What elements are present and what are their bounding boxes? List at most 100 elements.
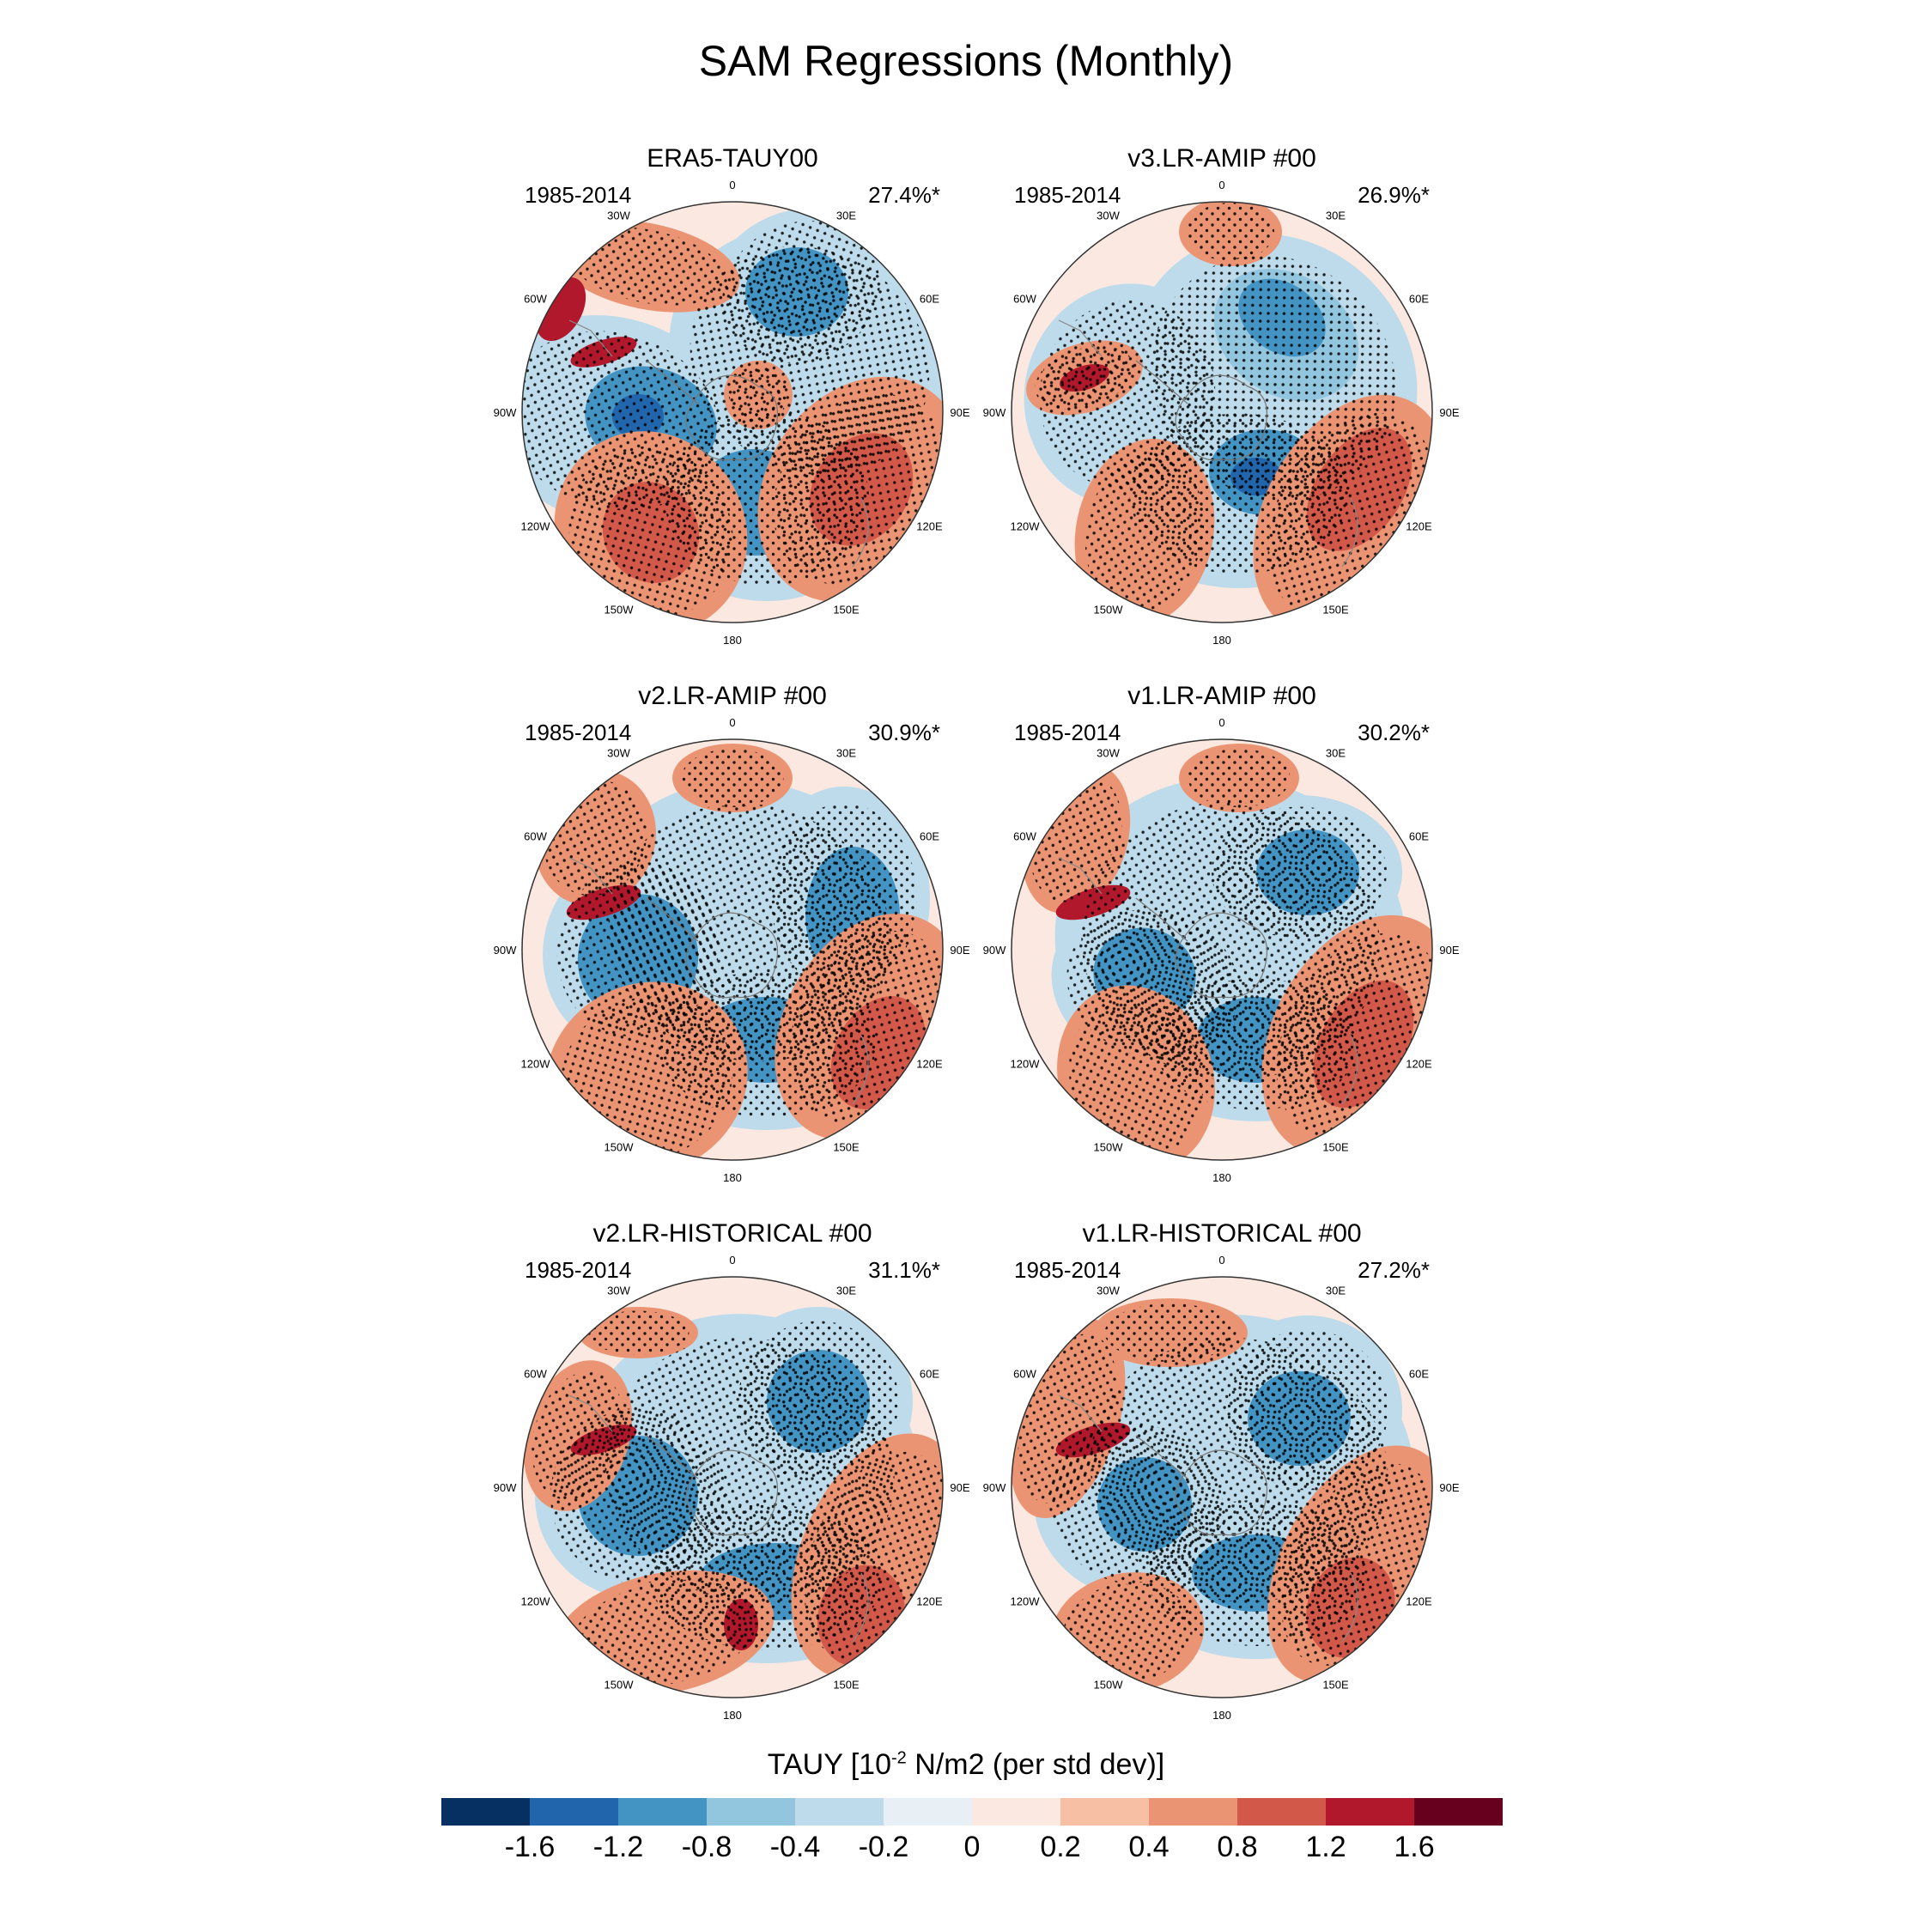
- panel-period: 1985-2014: [1014, 182, 1121, 208]
- australia-coastline: [852, 1572, 869, 1643]
- antarctica-coastline: [685, 912, 779, 999]
- colorbar-tick-label: 0.4: [1128, 1831, 1170, 1863]
- longitude-label: 60W: [524, 1368, 547, 1381]
- significance-stippling: [681, 749, 784, 807]
- longitude-label: 90E: [950, 944, 969, 957]
- map-panel-era5: ERA5-TAUY00 1985-2014 27.4%* 0 30E 60E 90E 120E…: [475, 144, 990, 677]
- antarctica-coastline: [685, 1449, 779, 1536]
- south-america-coastline: [1058, 1394, 1103, 1432]
- longitude-label: 90E: [1439, 406, 1459, 419]
- longitude-label: 90W: [494, 944, 517, 957]
- longitude-label: 30E: [1326, 210, 1346, 222]
- longitude-label: 60W: [1013, 830, 1036, 843]
- colorbar-tick-label: 0.8: [1217, 1831, 1258, 1863]
- longitude-label: 120E: [916, 520, 943, 533]
- longitude-label: 90E: [1439, 1481, 1459, 1494]
- significance-stippling: [556, 862, 720, 1037]
- peninsula-coastline: [646, 1435, 699, 1479]
- longitude-label: 0: [1218, 1254, 1224, 1267]
- longitude-label: 0: [729, 179, 735, 191]
- longitude-label: 150W: [605, 1678, 635, 1691]
- colorbar-title: TAUY [10-2 N/m2 (per std dev)]: [767, 1748, 1165, 1781]
- significance-stippling: [1188, 749, 1291, 807]
- longitude-label: 180: [723, 1171, 742, 1184]
- longitude-label: 60W: [524, 293, 547, 306]
- longitude-label: 90W: [983, 406, 1006, 419]
- colorbar: [441, 1798, 1503, 1826]
- map-panel-v2-amip: v2.LR-AMIP #00 1985-2014 30.9%* 0 30E 60E 90E 1…: [475, 682, 990, 1214]
- longitude-label: 0: [729, 1254, 735, 1267]
- map-panel-v2-historical: v2.LR-HISTORICAL #00 1985-2014 31.1%* 0 30E 6…: [475, 1219, 990, 1752]
- colorbar-swatch: [441, 1798, 531, 1826]
- south-america-coastline: [1058, 857, 1103, 895]
- longitude-label: 150W: [605, 603, 635, 616]
- colorbar-tick-label: -1.2: [592, 1831, 644, 1863]
- peninsula-coastline: [646, 360, 699, 404]
- colorbar-swatch: [618, 1798, 708, 1826]
- panel-explained-variance: 30.9%*: [868, 720, 940, 745]
- panel-explained-variance: 26.9%*: [1358, 182, 1430, 208]
- longitude-label: 180: [1212, 634, 1231, 647]
- longitude-label: 60W: [1013, 1368, 1036, 1381]
- polar-map: 0 30E 60E 90E 120E 150E 180 150W 120W 90W 60W 30W: [983, 1254, 1460, 1722]
- longitude-label: 90E: [1439, 944, 1459, 957]
- south-america-coastline: [568, 1394, 613, 1432]
- antarctica-coastline: [1175, 1449, 1268, 1536]
- significance-stippling: [532, 1371, 624, 1500]
- longitude-label: 90E: [950, 406, 969, 419]
- colorbar-tick-label: 0: [963, 1831, 981, 1863]
- longitude-label: 180: [1212, 1709, 1231, 1722]
- map-boundary: [521, 738, 944, 1161]
- longitude-label: 60E: [920, 1368, 939, 1381]
- polar-map: 0 30E 60E 90E 120E 150E 180 150W 120W 90W 60W 30W: [983, 179, 1460, 647]
- significance-stippling: [1084, 453, 1205, 612]
- longitude-label: 30E: [836, 210, 856, 222]
- panel-title: v1.LR-HISTORICAL #00: [1082, 1219, 1362, 1248]
- peninsula-coastline: [1135, 360, 1188, 404]
- australia-coastline: [852, 497, 869, 568]
- antarctica-coastline: [1175, 374, 1268, 461]
- map-boundary: [1011, 738, 1433, 1161]
- longitude-label: 30W: [1097, 1285, 1120, 1297]
- colorbar-swatch: [1060, 1798, 1150, 1826]
- longitude-label: 150E: [1322, 1140, 1349, 1153]
- map-panel-v1-amip: v1.LR-AMIP #00 1985-2014 30.2%* 0 30E 60E 90E 1…: [964, 682, 1479, 1214]
- peninsula-coastline: [1135, 1435, 1188, 1479]
- longitude-label: 150W: [1094, 1140, 1124, 1153]
- south-america-coastline: [568, 857, 613, 895]
- longitude-label: 150E: [833, 1140, 860, 1153]
- south-america-coastline: [568, 319, 613, 357]
- longitude-label: 90W: [494, 406, 517, 419]
- australia-coastline: [1341, 1572, 1358, 1643]
- longitude-label: 30W: [607, 747, 630, 760]
- australia-coastline: [1341, 497, 1358, 568]
- longitude-label: 30E: [836, 747, 856, 760]
- longitude-label: 90E: [950, 1481, 969, 1494]
- panel-title: ERA5-TAUY00: [647, 144, 818, 173]
- longitude-label: 0: [729, 716, 735, 729]
- longitude-label: 120W: [1011, 1058, 1041, 1071]
- panel-period: 1985-2014: [1014, 1257, 1121, 1283]
- polar-map: 0 30E 60E 90E 120E 150E 180 150W 120W 90W 60W 30W: [494, 1254, 970, 1722]
- colorbar-tick-label: 1.2: [1305, 1831, 1346, 1863]
- longitude-label: 180: [1212, 1171, 1231, 1184]
- panel-title: v2.LR-HISTORICAL #00: [592, 1219, 872, 1248]
- panel-title: v2.LR-AMIP #00: [638, 682, 827, 710]
- peninsula-coastline: [646, 897, 699, 942]
- map-boundary: [521, 1276, 944, 1698]
- colorbar-tick-label: -1.6: [504, 1831, 556, 1863]
- longitude-label: 120E: [1406, 1058, 1432, 1071]
- significance-stippling: [568, 446, 733, 619]
- longitude-label: 60W: [1013, 293, 1036, 306]
- panel-period: 1985-2014: [525, 720, 632, 745]
- longitude-label: 30W: [1097, 210, 1120, 222]
- significance-stippling: [570, 1579, 757, 1687]
- longitude-label: 120W: [1011, 1595, 1041, 1608]
- longitude-label: 60E: [1409, 293, 1429, 306]
- longitude-label: 120W: [521, 520, 551, 533]
- longitude-label: 180: [723, 634, 742, 647]
- longitude-label: 0: [1218, 179, 1224, 191]
- colorbar-swatch: [1326, 1798, 1415, 1826]
- colorbar-swatch: [972, 1798, 1061, 1826]
- panel-explained-variance: 31.1%*: [868, 1257, 940, 1283]
